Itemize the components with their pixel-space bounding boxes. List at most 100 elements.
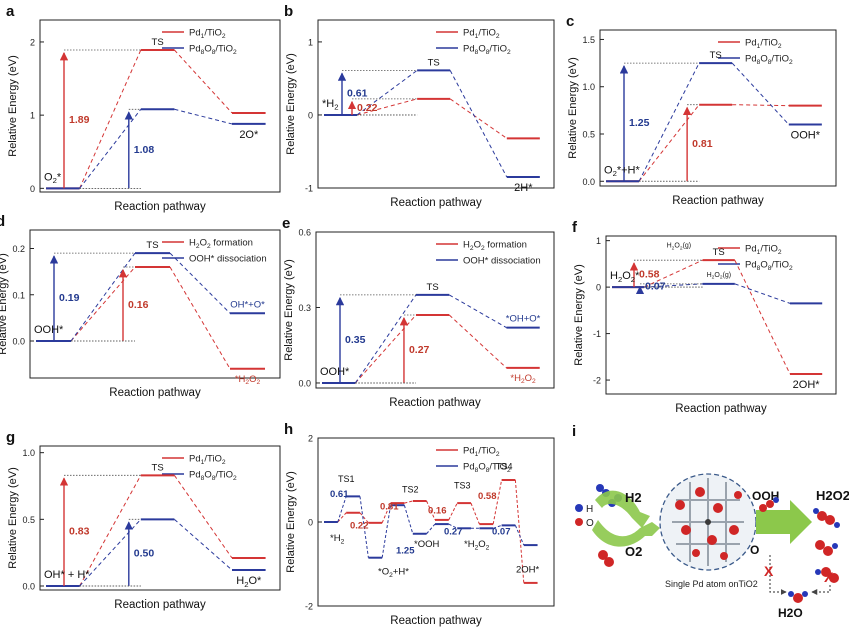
ytick-label-h: 0: [308, 518, 313, 528]
ylabel-h: Relative Energy (eV): [285, 471, 297, 573]
panel-label-f: f: [572, 219, 578, 236]
legend-h: H: [586, 504, 593, 515]
ytick-label-b: 0: [308, 110, 313, 120]
start-state-g: OH* + H*: [44, 569, 90, 581]
hydrogen-legend-dot: [575, 504, 583, 512]
connector-h-s1-1: [359, 496, 369, 558]
plot-frame-g: [39, 445, 281, 591]
xlabel-h: Reaction pathway: [390, 615, 482, 627]
catalyst-atoms: [675, 487, 742, 560]
ts-label-d: TS: [146, 240, 158, 251]
barrier-label-h: 0.22: [350, 520, 369, 531]
legend-label-c: Pd1​/TiO2​: [745, 38, 782, 50]
barrier-value-c: 0.81: [692, 138, 713, 150]
ytick-label-f: -1: [593, 329, 601, 339]
chart-panel-g: g 0.0 0.5 1.0 Reaction pathway Relative Energ…: [6, 429, 281, 611]
barrier-value-b: 0.61: [347, 88, 368, 100]
blocked-mark-1: X: [764, 563, 774, 579]
ytick-label-g: 1.0: [22, 448, 35, 458]
schematic-caption: Single Pd atom onTiO2: [665, 579, 758, 589]
connector-a-s1-0: [79, 108, 142, 189]
connector-h-s1-4: [426, 523, 436, 535]
inlet-arrow: [592, 520, 660, 547]
legend-label-b: Pd8​O8​/TiO2​: [463, 44, 511, 56]
chart-panel-a: a 0 1 2 Reaction pathway Relative Energy (eV)…: [6, 3, 281, 213]
barrier-label-h: 0.16: [428, 506, 447, 517]
h2o-molecule: [788, 591, 808, 603]
ts-label-h: TS2: [402, 485, 419, 495]
connector-h-s1-7: [492, 524, 502, 529]
chart-panel-f: f -2 -1 0 1 Reaction pathway Relative Energy (…: [572, 219, 837, 415]
plot-frame-f: [605, 235, 837, 395]
connector-d-s0-0: [70, 266, 136, 342]
connector-g-s0-1: [173, 475, 233, 559]
connector-h-s0-4: [426, 500, 436, 521]
legend-o: O: [586, 518, 594, 529]
barrier-label-h: 0.07: [492, 527, 511, 538]
connector-a-s1-1: [174, 108, 233, 125]
legend-label-g: Pd8​O8​/TiO2​: [189, 470, 237, 482]
barrier-value-a: 1.08: [134, 144, 155, 156]
ytick-label-f: 1: [596, 236, 601, 246]
end-state-f: 2OH*: [793, 379, 821, 391]
connector-h-s0-2: [381, 502, 392, 524]
ytick-label-h: -2: [305, 602, 313, 612]
ooh-molecule: [759, 497, 779, 512]
outlet-arrow: [756, 500, 812, 544]
legend-label-g: Pd1​/TiO2​: [189, 454, 226, 466]
xlabel-d: Reaction pathway: [109, 387, 201, 399]
barrier-value-b: 0.22: [357, 102, 378, 114]
label-h2: H2: [625, 490, 642, 505]
plot-frame-b: [317, 19, 555, 189]
ts-label-h: TS1: [338, 474, 355, 484]
barrier-value-a: 1.89: [69, 114, 90, 126]
start-state-b: *H2​: [322, 98, 339, 112]
panel-label-h: h: [284, 421, 293, 438]
chart-panel-c: c 0.0 0.5 1.0 1.5 Reaction pathway Relative En…: [566, 13, 837, 207]
label-h2o2: H2O2: [816, 488, 849, 503]
ytick-label-b: -1: [305, 184, 313, 194]
connector-g-s1-1: [174, 518, 233, 571]
connector-g-s1-0: [79, 518, 142, 587]
path-to-h2o-left: [769, 555, 787, 595]
connector-d-s1-1: [169, 252, 231, 314]
panel-label-g: g: [6, 429, 15, 446]
start-state-c: O2​*+H*: [604, 164, 640, 178]
ytick-label-e: 0.3: [298, 303, 311, 313]
end-state-blue-d: OH*+O*: [230, 299, 265, 310]
connector-e-s1-1: [449, 294, 507, 329]
xlabel-f: Reaction pathway: [675, 403, 767, 415]
legend-label-a: Pd1​/TiO2​: [189, 28, 226, 40]
legend-label-e: H2​O2​ formation: [463, 240, 527, 252]
label-o2: O2: [625, 544, 642, 559]
blocked-mark-2: X: [824, 569, 834, 585]
connector-b-s1-1: [449, 70, 508, 178]
chart-panel-b: b -1 0 1 Reaction pathway Relative Energy (eV…: [284, 3, 555, 209]
xlabel-c: Reaction pathway: [672, 195, 764, 207]
end-state-a: 2O*: [239, 129, 259, 141]
barrier-value-g: 0.50: [134, 548, 155, 560]
start-state-e: OOH*: [320, 366, 350, 378]
h2o2-molecules: [813, 508, 840, 583]
barrier-value-f: 0.07: [645, 280, 666, 292]
panel-label-a: a: [6, 3, 15, 20]
connector-h-s0-5: [448, 502, 458, 521]
o2-molecules: [598, 550, 614, 567]
connector-h-s0-0: [337, 512, 347, 523]
start-state-d: OOH*: [34, 324, 64, 336]
connector-d-s0-1: [169, 266, 231, 370]
legend-label-d: OOH* dissociation: [189, 254, 267, 265]
chart-panel-e: e 0.0 0.3 0.6 Reaction pathway Relative Energ…: [282, 215, 555, 409]
ytick-label-a: 2: [30, 37, 35, 47]
connector-c-s1-1: [731, 62, 790, 125]
legend-label-e: OOH* dissociation: [463, 256, 541, 267]
ytick-label-g: 0.5: [22, 515, 35, 525]
xlabel-a: Reaction pathway: [114, 201, 206, 213]
ytick-label-c: 1.0: [582, 82, 595, 92]
connector-h-s1-8: [514, 525, 525, 546]
ytick-label-f: 0: [596, 283, 601, 293]
ylabel-d: Relative Energy (eV): [0, 253, 9, 355]
panel-label-i: i: [572, 423, 576, 440]
ts-label-e: TS: [427, 282, 439, 293]
ytick-label-b: 1: [308, 37, 313, 47]
